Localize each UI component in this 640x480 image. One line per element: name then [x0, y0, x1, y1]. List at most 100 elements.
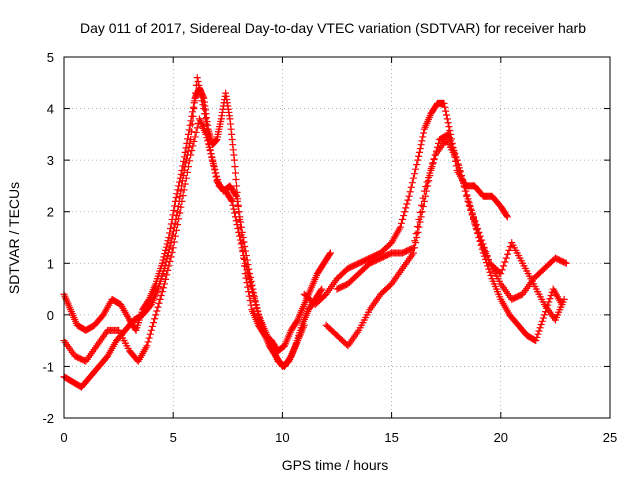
- data-point: [420, 187, 428, 195]
- data-point: [201, 110, 209, 118]
- data-point: [191, 133, 199, 141]
- data-point: [193, 124, 201, 132]
- data-point: [245, 292, 253, 300]
- data-point: [417, 141, 425, 149]
- data-point: [177, 187, 185, 195]
- data-point: [240, 255, 248, 263]
- data-point: [169, 244, 177, 252]
- data-point: [184, 147, 192, 155]
- data-point: [198, 97, 206, 105]
- data-point: [237, 240, 245, 248]
- data-point: [146, 330, 154, 338]
- data-point: [244, 269, 252, 277]
- data-point: [444, 130, 452, 138]
- data-point: [160, 280, 168, 288]
- data-point: [447, 137, 455, 145]
- y-tick-label: 0: [47, 308, 54, 323]
- data-point: [444, 119, 452, 127]
- data-point: [293, 317, 301, 325]
- data-point: [178, 182, 186, 190]
- data-point: [408, 244, 416, 252]
- data-point: [208, 153, 216, 161]
- data-point: [169, 227, 177, 235]
- data-point: [236, 236, 244, 244]
- data-point: [454, 161, 462, 169]
- data-point: [181, 180, 189, 188]
- data-point: [148, 322, 156, 330]
- data-point: [441, 103, 449, 111]
- data-point: [411, 170, 419, 178]
- data-point: [164, 252, 172, 260]
- data-point: [460, 182, 468, 190]
- data-point: [170, 206, 178, 214]
- data-point: [234, 224, 242, 232]
- data-point: [152, 311, 160, 319]
- x-axis-label: GPS time / hours: [282, 457, 389, 473]
- data-point: [196, 85, 204, 93]
- data-point: [317, 286, 325, 294]
- data-point: [397, 219, 405, 227]
- data-point: [230, 156, 238, 164]
- data-point: [176, 209, 184, 217]
- y-tick-label: 3: [47, 153, 54, 168]
- data-point: [463, 192, 471, 200]
- data-point: [480, 244, 488, 252]
- data-point: [560, 295, 568, 303]
- data-point: [167, 239, 175, 247]
- data-point: [440, 99, 448, 107]
- data-point: [233, 182, 241, 190]
- data-point: [498, 266, 506, 274]
- y-tick-label: 1: [47, 256, 54, 271]
- data-point: [203, 134, 211, 142]
- data-point: [175, 215, 183, 223]
- data-point: [165, 234, 173, 241]
- data-point: [206, 146, 214, 154]
- data-point: [168, 248, 176, 256]
- data-point: [422, 183, 430, 191]
- data-point: [318, 285, 326, 293]
- data-point: [233, 192, 241, 200]
- chart-title: Day 011 of 2017, Sidereal Day-to-day VTE…: [80, 20, 586, 36]
- data-point: [326, 250, 334, 258]
- data-point: [202, 120, 210, 128]
- data-point: [251, 298, 259, 306]
- data-point: [234, 203, 242, 211]
- data-point: [189, 112, 197, 120]
- data-point: [159, 284, 167, 292]
- series-trace-3: [60, 115, 308, 370]
- data-point: [211, 166, 219, 174]
- data-point: [537, 321, 545, 329]
- data-point: [487, 272, 495, 280]
- data-point: [485, 255, 493, 263]
- data-point: [157, 292, 165, 300]
- data-point: [453, 156, 461, 164]
- data-point: [412, 230, 420, 238]
- data-point: [197, 93, 205, 101]
- data-point: [416, 208, 424, 216]
- data-point: [547, 292, 555, 300]
- data-point: [249, 288, 257, 296]
- data-point: [538, 317, 546, 325]
- data-point: [229, 201, 237, 209]
- data-point: [468, 209, 476, 217]
- data-point: [175, 178, 183, 186]
- data-point: [472, 221, 480, 229]
- data-point: [183, 168, 191, 176]
- data-point: [461, 187, 469, 195]
- data-point: [242, 263, 250, 271]
- y-tick-label: 2: [47, 205, 54, 220]
- data-point: [145, 334, 153, 342]
- y-tick-label: -2: [42, 411, 54, 426]
- data-point: [243, 266, 251, 274]
- data-point: [326, 249, 334, 257]
- data-point: [503, 213, 511, 221]
- data-point: [143, 342, 151, 350]
- data-point: [486, 268, 494, 276]
- data-point: [426, 169, 434, 177]
- y-axis-label: SDTVAR / TECUs: [6, 182, 22, 294]
- data-point: [253, 304, 261, 312]
- data-point: [184, 135, 192, 143]
- data-point: [155, 299, 163, 307]
- data-point: [535, 327, 543, 335]
- data-point: [171, 232, 179, 240]
